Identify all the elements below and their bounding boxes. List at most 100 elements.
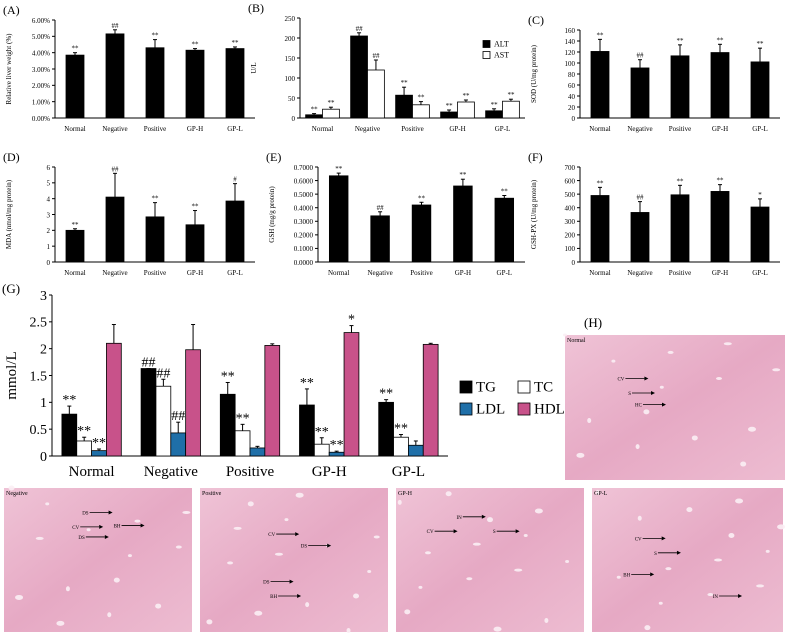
tissue	[396, 488, 584, 632]
vessel	[728, 533, 735, 539]
y-tick-label: 100	[565, 245, 576, 253]
y-tick-label: 700	[565, 164, 576, 172]
significance-label: **	[236, 411, 250, 426]
vessel	[404, 609, 411, 615]
error-bar	[758, 198, 762, 208]
bar	[145, 216, 165, 263]
bar	[264, 345, 281, 457]
vessel	[418, 585, 423, 589]
y-tick-label: 0.5	[30, 423, 48, 438]
bar	[710, 191, 730, 263]
x-tick-label: Negative	[144, 464, 198, 480]
y-tick-label: 120	[565, 49, 576, 57]
error-bar	[191, 324, 196, 350]
y-tick-label: 2.00%	[32, 82, 50, 90]
y-axis-label: U/L	[250, 62, 258, 73]
bar	[185, 224, 205, 263]
x-tick-label: Normal	[589, 125, 610, 133]
y-tick-label: 0.0000	[294, 259, 314, 267]
legend-swatch	[517, 402, 531, 416]
x-tick-label: Normal	[589, 269, 610, 277]
marker-label: HC	[635, 404, 643, 409]
vessel	[233, 526, 242, 530]
bar	[457, 101, 475, 119]
significance-label: **	[300, 376, 314, 391]
arrow-head	[651, 391, 655, 395]
y-tick-label: 100	[565, 60, 576, 68]
error-bar	[334, 450, 339, 453]
vessel	[714, 558, 723, 562]
y-tick-label: 500	[565, 191, 576, 199]
histology-image: Normal CV S HC	[563, 333, 785, 480]
error-bar	[240, 423, 245, 431]
y-tick-label: 160	[565, 27, 576, 35]
arrow-head	[453, 529, 458, 534]
x-tick-label: GP-L	[227, 125, 243, 133]
significance-label: **	[418, 194, 426, 202]
legend-label: LDL	[476, 402, 505, 418]
vessel	[637, 515, 642, 521]
vessel	[534, 508, 543, 514]
bar	[750, 206, 770, 263]
vessel	[127, 554, 132, 558]
significance-label: **	[507, 91, 515, 99]
tissue	[592, 488, 783, 632]
x-tick-label: GP-L	[495, 125, 511, 133]
arrow-head	[297, 594, 302, 598]
significance-label: **	[597, 179, 605, 187]
bar	[393, 436, 409, 457]
y-tick-label: 3	[40, 289, 47, 304]
error-bar	[73, 52, 77, 56]
y-tick-label: 200	[285, 35, 296, 43]
error-bar	[349, 325, 354, 333]
y-axis-label: SOD (U/mg protein)	[530, 44, 538, 103]
error-bar	[255, 445, 260, 448]
marker-label: IN	[457, 516, 463, 521]
vessel	[740, 461, 747, 467]
x-tick-label: Normal	[312, 125, 333, 133]
vessel	[35, 536, 44, 540]
y-tick-label: 300	[565, 218, 576, 226]
x-tick-label: Positive	[226, 464, 275, 480]
y-tick-label: 0.4000	[294, 205, 314, 213]
x-tick-label: Positive	[144, 125, 167, 133]
x-tick-label: Normal	[64, 269, 85, 277]
tissue	[565, 335, 785, 480]
image-title: GP-L	[594, 491, 608, 497]
error-bar	[373, 59, 378, 70]
significance-label: **	[152, 195, 160, 203]
image-title: GP-H	[398, 491, 413, 497]
vessel	[15, 594, 24, 600]
error-bar	[447, 109, 452, 112]
legend-swatch	[459, 402, 473, 416]
bar	[305, 114, 323, 119]
bar	[299, 404, 315, 457]
y-tick-label: 200	[565, 232, 576, 240]
error-bar	[463, 99, 468, 102]
significance-label: **	[491, 101, 499, 109]
vessel	[756, 584, 765, 588]
y-tick-label: 150	[285, 55, 296, 63]
x-tick-label: Negative	[367, 269, 392, 277]
bar	[249, 447, 266, 457]
legend-swatch	[482, 51, 491, 59]
arrow-head	[481, 514, 486, 519]
error-bar	[718, 43, 722, 53]
histology-image: Positive CV DS DS BH	[200, 488, 388, 634]
significance-label: **	[77, 424, 91, 439]
significance-label: **	[501, 188, 509, 196]
bar	[370, 215, 390, 263]
marker-label: CV	[268, 533, 275, 538]
panel-label: (C)	[528, 13, 544, 27]
bar	[670, 194, 690, 263]
y-tick-label: 2.5	[30, 316, 48, 331]
vessel	[544, 617, 549, 623]
error-bar	[418, 101, 423, 105]
x-tick-label: Positive	[669, 269, 692, 277]
arrow-head	[644, 376, 649, 381]
bar	[234, 430, 251, 457]
significance-label: **	[446, 102, 454, 110]
error-bar	[638, 59, 642, 68]
vessel	[247, 501, 254, 507]
marker-label: IN	[713, 595, 719, 600]
